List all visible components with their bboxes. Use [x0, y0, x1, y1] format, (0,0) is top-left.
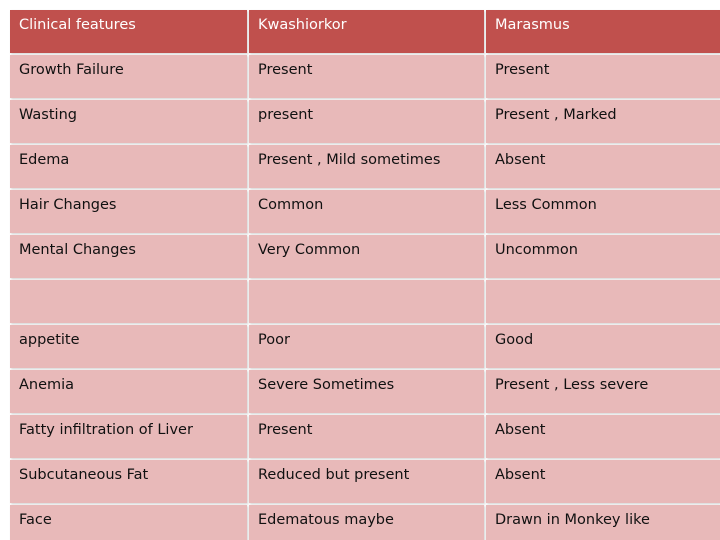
table-cell-feature: Growth Failure: [10, 55, 247, 98]
table-cell-kwashiorkor: Poor: [249, 325, 484, 368]
table-cell-kwashiorkor: Reduced but present: [249, 460, 484, 503]
table-cell-kwashiorkor: Present , Mild sometimes: [249, 145, 484, 188]
header-cell-marasmus: Marasmus: [486, 10, 720, 53]
table-cell-marasmus: Absent: [486, 415, 720, 458]
table-cell-feature-empty: [10, 280, 247, 323]
table-cell-kwashiorkor: Present: [249, 55, 484, 98]
table-cell-marasmus: Absent: [486, 145, 720, 188]
table-cell-feature: Face: [10, 505, 247, 540]
table-cell-marasmus: Drawn in Monkey like: [486, 505, 720, 540]
header-cell-clinical-features: Clinical features: [10, 10, 247, 53]
table-cell-kwashiorkor: present: [249, 100, 484, 143]
table-cell-marasmus: Absent: [486, 460, 720, 503]
header-cell-kwashiorkor: Kwashiorkor: [249, 10, 484, 53]
table-cell-feature: Subcutaneous Fat: [10, 460, 247, 503]
table-cell-feature: Anemia: [10, 370, 247, 413]
table-cell-marasmus: Present , Marked: [486, 100, 720, 143]
table-cell-feature: Edema: [10, 145, 247, 188]
table-cell-marasmus: Good: [486, 325, 720, 368]
table-cell-feature: Hair Changes: [10, 190, 247, 233]
table-cell-marasmus: Present , Less severe: [486, 370, 720, 413]
table-cell-feature: Wasting: [10, 100, 247, 143]
table-cell-feature: appetite: [10, 325, 247, 368]
table-cell-kwashiorkor-empty: [249, 280, 484, 323]
table-cell-kwashiorkor: Very Common: [249, 235, 484, 278]
table-cell-feature: Mental Changes: [10, 235, 247, 278]
table-cell-kwashiorkor: Present: [249, 415, 484, 458]
table-cell-marasmus: Less Common: [486, 190, 720, 233]
table-cell-marasmus-empty: [486, 280, 720, 323]
table-cell-kwashiorkor: Common: [249, 190, 484, 233]
table-cell-marasmus: Present: [486, 55, 720, 98]
table-cell-feature: Fatty infiltration of Liver: [10, 415, 247, 458]
comparison-table: Clinical features Kwashiorkor Marasmus G…: [10, 10, 720, 540]
table-cell-kwashiorkor: Severe Sometimes: [249, 370, 484, 413]
table-cell-marasmus: Uncommon: [486, 235, 720, 278]
table-cell-kwashiorkor: Edematous maybe: [249, 505, 484, 540]
